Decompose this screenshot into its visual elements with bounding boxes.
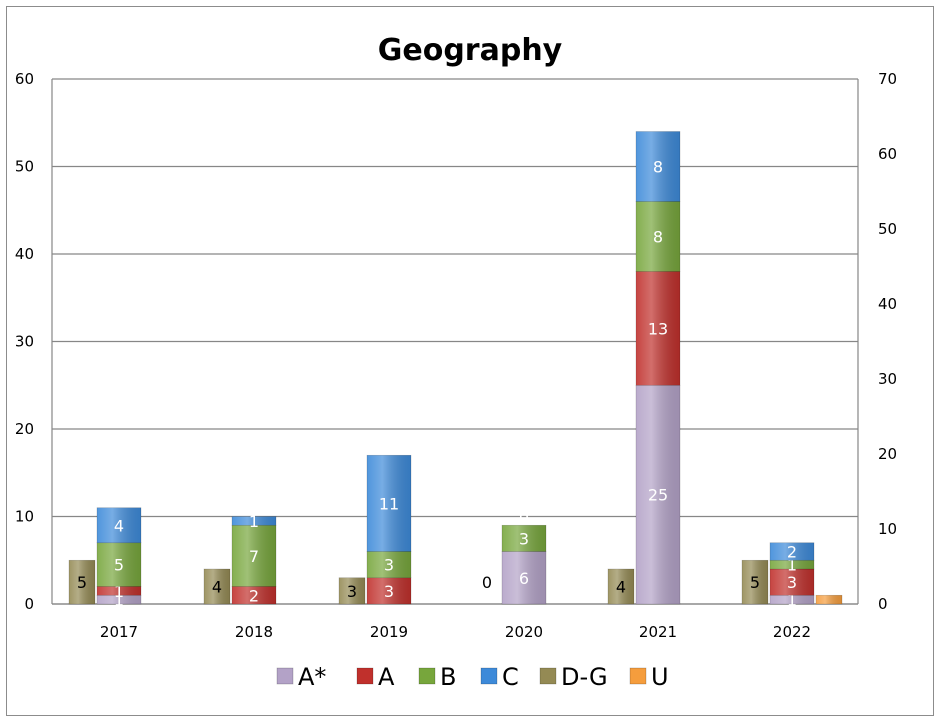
data-label-b: 3: [384, 556, 394, 575]
y-tick-label-left: 30: [15, 333, 34, 351]
bar-segment-c-shade: [367, 455, 411, 552]
y-tick-label-right: 70: [878, 70, 897, 88]
bar-segment-astar-shade: [97, 595, 141, 604]
bar-segment-dg-shade: [69, 560, 95, 604]
bar-segment-a-shade: [367, 577, 411, 604]
data-label-c: 4: [114, 516, 124, 535]
x-tick-label: 2017: [100, 623, 138, 641]
data-label-a: 2: [249, 586, 259, 605]
y-tick-label-left: 50: [15, 158, 34, 176]
data-label-a: 3: [384, 582, 394, 601]
legend-swatch: [356, 667, 374, 685]
bar-segment-a-shade: [232, 586, 276, 604]
bar-segment-c-shade: [636, 131, 680, 202]
bar-segment-c-shade: [232, 516, 276, 526]
data-label-c: 1: [249, 512, 259, 531]
y-tick-label-right: 0: [878, 595, 888, 613]
data-label-a: 3: [787, 573, 797, 592]
y-tick-label-left: 0: [24, 595, 34, 613]
bar-segment-astar-shade: [770, 595, 814, 604]
x-tick-label: 2022: [773, 623, 811, 641]
data-label-b: 3: [519, 529, 529, 548]
data-label-astar: 1: [787, 591, 797, 610]
legend-swatch: [418, 667, 436, 685]
legend-label: A*: [298, 663, 326, 691]
data-label-c: 0: [519, 508, 529, 527]
data-label-b: 7: [249, 547, 259, 566]
bar-segment-c-shade: [770, 542, 814, 561]
data-label-dg: 4: [616, 578, 626, 597]
legend-label: C: [502, 663, 519, 691]
legend-label: A: [378, 663, 395, 691]
bar-segment-dg-shade: [204, 569, 230, 604]
bar-segment-b-shade: [636, 201, 680, 272]
legend: A* A B C D-G U: [276, 663, 669, 691]
legend-label: U: [651, 663, 669, 691]
data-label-dg: 4: [212, 578, 222, 597]
data-label-b: 5: [114, 556, 124, 575]
bar-segment-astar-shade: [636, 385, 680, 604]
bar-segment-b-shade: [502, 525, 546, 552]
data-label-astar: 6: [519, 569, 529, 588]
bar-segment-a-shade: [636, 271, 680, 386]
data-label-a: 13: [648, 319, 668, 338]
chart-title: Geography: [378, 33, 563, 68]
legend-swatch: [539, 667, 557, 685]
bar-segment-a-shade: [97, 586, 141, 596]
legend-label: D-G: [561, 663, 608, 691]
y-tick-label-left: 60: [15, 70, 34, 88]
bar-segment-u-shade: [816, 595, 842, 604]
legend-swatch: [480, 667, 498, 685]
bar-segment-dg-shade: [339, 577, 365, 604]
x-tick-label: 2019: [370, 623, 408, 641]
data-label-c: 11: [379, 494, 399, 513]
data-label-a: 1: [114, 582, 124, 601]
data-label-dg: 5: [77, 573, 87, 592]
bar-segment-dg-shade: [608, 569, 634, 604]
bar-segment-dg-shade: [742, 560, 768, 604]
bar-segment-c-shade: [97, 507, 141, 543]
data-label-b: 1: [787, 556, 797, 575]
y-tick-label-right: 50: [878, 220, 897, 238]
bar-segment-a-shade: [770, 569, 814, 596]
data-label-b: 8: [653, 228, 663, 247]
bar-segment-astar-shade: [502, 551, 546, 604]
legend-label: B: [440, 663, 456, 691]
y-tick-label-right: 20: [878, 445, 897, 463]
x-tick-label: 2020: [505, 623, 543, 641]
data-label-astar: 25: [648, 486, 668, 505]
y-tick-label-left: 40: [15, 245, 34, 263]
data-label-c: 2: [787, 543, 797, 562]
bar-segment-b-shade: [367, 551, 411, 578]
x-tick-label: 2018: [235, 623, 273, 641]
legend-swatch: [276, 667, 294, 685]
data-label-dg: 0: [482, 573, 492, 592]
y-tick-label-left: 20: [15, 420, 34, 438]
y-tick-label-right: 10: [878, 520, 897, 538]
y-tick-label-right: 30: [878, 370, 897, 388]
data-label-c: 8: [653, 158, 663, 177]
x-tick-label: 2021: [639, 623, 677, 641]
data-label-dg: 3: [347, 582, 357, 601]
data-label-astar: 1: [114, 591, 124, 610]
bar-segment-b-shade: [97, 542, 141, 587]
bar-segment-b-shade: [770, 560, 814, 569]
data-label-dg: 5: [750, 573, 760, 592]
legend-swatch: [629, 667, 647, 685]
y-tick-label-left: 10: [15, 508, 34, 526]
y-tick-label-right: 40: [878, 295, 897, 313]
bar-segment-b-shade: [232, 525, 276, 587]
y-tick-label-right: 60: [878, 145, 897, 163]
